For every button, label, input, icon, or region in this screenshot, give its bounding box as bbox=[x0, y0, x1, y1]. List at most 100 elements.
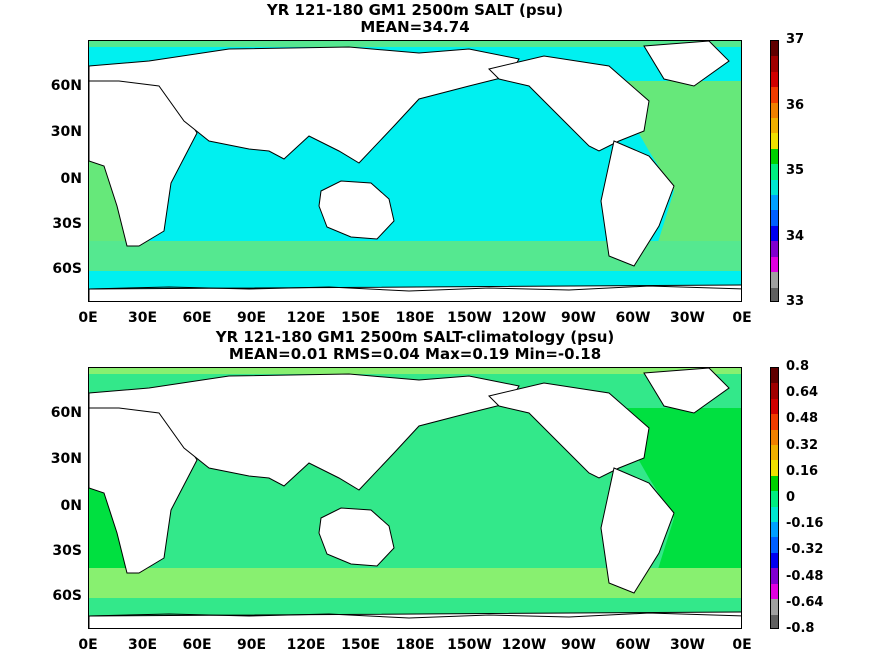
colorbar-swatch bbox=[771, 71, 778, 88]
x-tick-label: 90E bbox=[236, 637, 267, 653]
colorbar-label: 0.64 bbox=[786, 385, 819, 401]
colorbar-swatch bbox=[771, 133, 778, 149]
x-tick-label: 120E bbox=[286, 310, 326, 326]
colorbar-swatch bbox=[771, 210, 778, 226]
colorbar-swatch bbox=[771, 272, 778, 288]
landmass bbox=[318, 180, 395, 240]
panel1-stats: MEAN=34.74 bbox=[360, 18, 470, 36]
colorbar-swatch bbox=[771, 118, 778, 134]
colorbar-swatch bbox=[771, 506, 778, 523]
x-tick-label: 30E bbox=[127, 637, 158, 653]
x-tick-label: 180E bbox=[395, 310, 435, 326]
colorbar-swatch bbox=[771, 241, 778, 257]
colorbar-label: 33 bbox=[786, 294, 805, 309]
colorbar-swatch bbox=[771, 599, 778, 615]
x-tick-label: 0E bbox=[732, 637, 752, 653]
colorbar-swatch bbox=[771, 429, 778, 446]
y-tick-label: 30S bbox=[52, 543, 82, 559]
x-tick-label: 0E bbox=[732, 310, 752, 326]
colorbar-label: 0 bbox=[786, 490, 796, 505]
colorbar-swatch bbox=[771, 225, 778, 242]
colorbar-swatch bbox=[771, 368, 778, 384]
x-tick-label: 60E bbox=[182, 637, 212, 653]
colorbar-label: -0.48 bbox=[786, 568, 824, 584]
colorbar-swatch bbox=[771, 56, 778, 72]
x-tick-label: 150W bbox=[447, 310, 492, 326]
colorbar-swatch bbox=[771, 537, 778, 553]
x-tick-label: 30E bbox=[127, 310, 158, 326]
colorbar-label: 35 bbox=[786, 163, 805, 178]
colorbar-label: -0.32 bbox=[786, 542, 824, 558]
panel1-map bbox=[88, 40, 742, 302]
colorbar-label: 0.32 bbox=[786, 437, 819, 453]
landmass bbox=[643, 368, 730, 414]
colorbar-label: 0.48 bbox=[786, 411, 819, 427]
x-tick-label: 150W bbox=[447, 637, 492, 653]
map-canvas bbox=[89, 41, 741, 301]
landmass bbox=[89, 373, 520, 491]
map-canvas bbox=[89, 368, 741, 628]
x-tick-label: 120W bbox=[501, 637, 547, 653]
colorbar-swatch bbox=[771, 164, 778, 180]
x-tick-label: 0E bbox=[78, 310, 98, 326]
colorbar-label: 37 bbox=[786, 32, 805, 47]
y-tick-label: 60N bbox=[50, 78, 82, 94]
colorbar-swatch bbox=[771, 179, 778, 196]
colorbar-label: -0.16 bbox=[786, 516, 824, 532]
colorbar-swatch bbox=[771, 383, 778, 399]
landmass bbox=[600, 467, 675, 594]
colorbar-swatch bbox=[771, 568, 778, 584]
landmass bbox=[89, 46, 520, 164]
colorbar-label: 0.8 bbox=[786, 359, 810, 374]
colorbar-swatch bbox=[771, 102, 778, 119]
x-tick-label: 120E bbox=[286, 637, 326, 653]
landmass bbox=[600, 140, 675, 267]
colorbar-swatch bbox=[771, 256, 778, 273]
x-tick-label: 180E bbox=[395, 637, 435, 653]
x-tick-label: 60E bbox=[182, 310, 212, 326]
landmass bbox=[318, 507, 395, 567]
colorbar-label: -0.64 bbox=[786, 594, 824, 610]
colorbar-swatch bbox=[771, 287, 778, 301]
y-tick-label: 60S bbox=[52, 261, 82, 277]
panel2-map bbox=[88, 367, 742, 629]
x-tick-label: 90W bbox=[561, 637, 596, 653]
landmass bbox=[643, 41, 730, 87]
colorbar-label: 34 bbox=[786, 228, 805, 244]
x-tick-label: 0E bbox=[78, 637, 98, 653]
x-tick-label: 60W bbox=[615, 310, 651, 326]
colorbar-swatch bbox=[771, 148, 778, 165]
colorbar-swatch bbox=[771, 552, 778, 569]
x-tick-label: 150E bbox=[341, 637, 380, 653]
x-tick-label: 120W bbox=[501, 310, 547, 326]
panel1-title: YR 121-180 GM1 2500m SALT (psu) bbox=[266, 1, 564, 19]
colorbar-swatch bbox=[771, 460, 778, 476]
y-tick-label: 30N bbox=[50, 124, 82, 140]
colorbar-swatch bbox=[771, 614, 778, 628]
colorbar-label: -0.8 bbox=[786, 621, 815, 636]
colorbar-swatch bbox=[771, 491, 778, 507]
panel2-colorbar bbox=[770, 367, 779, 629]
panel2-title: YR 121-180 GM1 2500m SALT-climatology (p… bbox=[215, 328, 615, 346]
x-tick-label: 60W bbox=[615, 637, 651, 653]
y-tick-label: 60S bbox=[52, 588, 82, 604]
colorbar-swatch bbox=[771, 583, 778, 600]
y-tick-label: 0N bbox=[60, 498, 82, 514]
colorbar-swatch bbox=[771, 398, 778, 415]
x-tick-label: 90E bbox=[236, 310, 267, 326]
y-tick-label: 30S bbox=[52, 216, 82, 232]
landmass bbox=[488, 382, 650, 479]
colorbar-swatch bbox=[771, 414, 778, 430]
landmass bbox=[488, 55, 650, 152]
colorbar-swatch bbox=[771, 522, 778, 538]
y-tick-label: 60N bbox=[50, 405, 82, 421]
colorbar-swatch bbox=[771, 87, 778, 103]
colorbar-label: 0.16 bbox=[786, 463, 819, 479]
colorbar-swatch bbox=[771, 445, 778, 461]
colorbar-label: 36 bbox=[786, 97, 805, 113]
x-tick-label: 150E bbox=[341, 310, 380, 326]
arctic-field bbox=[89, 368, 741, 374]
panel2-stats: MEAN=0.01 RMS=0.04 Max=0.19 Min=-0.18 bbox=[228, 345, 602, 363]
x-tick-label: 90W bbox=[561, 310, 596, 326]
antarctic-coastline bbox=[89, 612, 741, 619]
